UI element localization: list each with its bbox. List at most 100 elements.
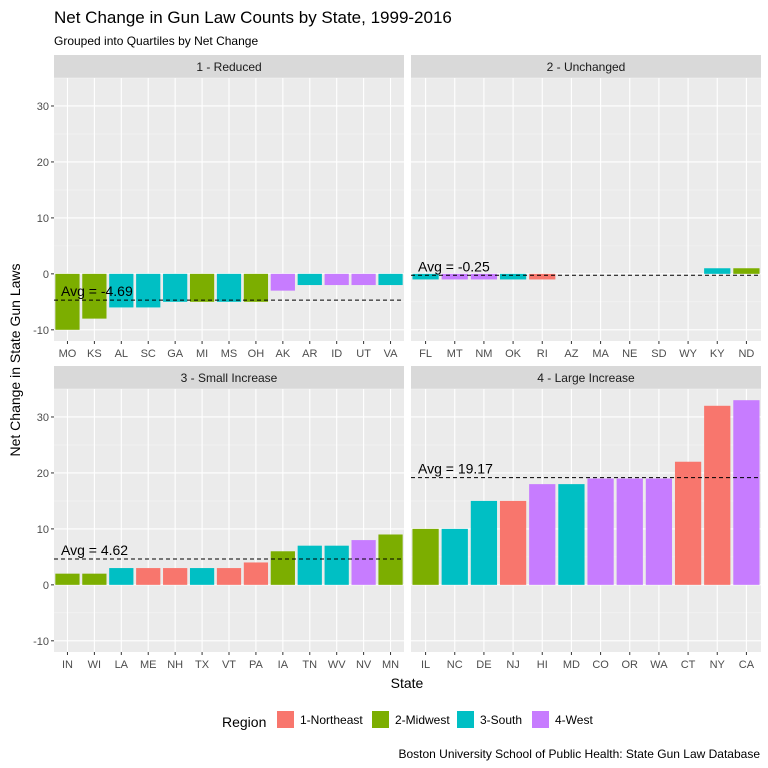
x-tick-label: MI — [196, 348, 208, 360]
x-tick-label: WA — [650, 659, 668, 671]
x-tick-label: TX — [195, 659, 210, 671]
facet-panel: 4 - Large Increase IL NC DE NJ HI MD CO OR WA CT NY… — [411, 366, 761, 671]
bar — [499, 273, 527, 280]
x-tick-label: ND — [738, 348, 754, 360]
facet-strip-label: 1 - Reduced — [196, 60, 261, 74]
x-tick-label: LA — [115, 659, 129, 671]
bar — [163, 568, 188, 585]
x-tick-label: GA — [167, 348, 184, 360]
facet-strip-label: 4 - Large Increase — [537, 371, 635, 385]
bar — [616, 478, 643, 585]
facet-panel: 3 - Small Increase -10 0 10 20 30 IN WI LA ME NH TX… — [33, 366, 404, 671]
bar — [529, 273, 556, 280]
y-tick-label: 10 — [37, 524, 49, 536]
bar — [704, 405, 731, 585]
x-tick-label: MN — [382, 659, 399, 671]
avg-label: Avg = 4.62 — [61, 542, 128, 558]
bar — [109, 273, 134, 308]
legend-entry-label: 4-West — [555, 713, 593, 727]
panel-background — [411, 78, 761, 341]
x-tick-label: SD — [651, 348, 666, 360]
facet-panel: 2 - Unchanged FL MT NM OK RI AZ MA NE SD WY KY ND Avg… — [411, 55, 761, 360]
bar — [441, 273, 468, 280]
x-tick-label: NC — [447, 659, 463, 671]
avg-label: Avg = -0.25 — [418, 258, 490, 274]
bar — [733, 400, 760, 585]
x-tick-label: SC — [141, 348, 156, 360]
facet-panel: 1 - Reduced -10 0 10 20 30 MO KS AL SC GA MI MS OH AK A… — [33, 55, 404, 360]
bar — [82, 573, 107, 585]
facets-layer: 1 - Reduced -10 0 10 20 30 MO KS AL SC GA MI MS OH AK A… — [33, 55, 761, 671]
x-tick-label: MA — [592, 348, 609, 360]
facet-strip — [411, 55, 761, 78]
bar — [270, 273, 295, 291]
x-tick-label: VA — [384, 348, 399, 360]
y-axis-title: Net Change in State Gun Laws — [7, 263, 23, 456]
y-tick-label: -10 — [33, 636, 49, 648]
x-tick-label: NV — [356, 659, 372, 671]
x-tick-label: OK — [505, 348, 522, 360]
bar — [189, 273, 215, 302]
bar — [136, 273, 161, 308]
x-tick-label: MD — [563, 659, 580, 671]
x-tick-label: IA — [278, 659, 289, 671]
legend: Region 1-Northeast 2-Midwest 3-South 4-West — [222, 711, 593, 730]
x-tick-label: AK — [276, 348, 291, 360]
avg-label: Avg = -4.69 — [61, 283, 133, 299]
x-tick-label: ME — [140, 659, 157, 671]
bar — [216, 273, 242, 302]
bar — [645, 478, 673, 585]
facet-strip-label: 3 - Small Increase — [181, 371, 278, 385]
bar — [412, 273, 439, 280]
y-tick-label: 30 — [37, 412, 49, 424]
bar — [351, 540, 376, 585]
bar — [499, 500, 527, 585]
bar — [243, 562, 269, 585]
x-tick-label: AR — [302, 348, 317, 360]
y-tick-label: 0 — [43, 269, 49, 281]
legend-entry-label: 1-Northeast — [300, 713, 363, 727]
bar — [136, 568, 161, 585]
bar — [378, 534, 403, 585]
bar — [378, 273, 403, 286]
avg-label: Avg = 19.17 — [418, 461, 493, 477]
y-tick-label: 20 — [37, 157, 49, 169]
legend-swatch — [457, 711, 474, 728]
x-tick-label: OH — [248, 348, 265, 360]
chart-title: Net Change in Gun Law Counts by State, 1… — [54, 8, 452, 27]
bar — [109, 568, 134, 585]
x-tick-label: RI — [537, 348, 548, 360]
x-tick-label: IL — [421, 659, 430, 671]
x-tick-label: CT — [681, 659, 696, 671]
bar — [297, 545, 322, 585]
bar — [470, 273, 498, 280]
bar — [189, 568, 215, 585]
x-tick-label: AZ — [564, 348, 578, 360]
x-tick-label: NE — [622, 348, 637, 360]
x-tick-label: FL — [419, 348, 432, 360]
x-tick-label: NJ — [506, 659, 519, 671]
legend-swatch — [372, 711, 389, 728]
bar — [324, 545, 349, 585]
x-tick-label: MT — [447, 348, 463, 360]
x-tick-label: VT — [222, 659, 236, 671]
y-tick-label: 20 — [37, 468, 49, 480]
x-tick-label: TN — [302, 659, 317, 671]
x-tick-label: WV — [328, 659, 346, 671]
x-tick-label: CO — [592, 659, 609, 671]
legend-entry-label: 2-Midwest — [395, 713, 450, 727]
bar — [297, 273, 322, 286]
bar — [558, 484, 585, 585]
x-tick-label: KS — [87, 348, 102, 360]
chart-subtitle: Grouped into Quartiles by Net Change — [54, 34, 258, 48]
facet-strip — [54, 366, 404, 389]
x-tick-label: DE — [476, 659, 491, 671]
bar — [529, 484, 556, 585]
bar — [704, 268, 731, 274]
bar — [82, 273, 107, 319]
bar — [733, 268, 760, 274]
legend-swatch — [277, 711, 294, 728]
x-axis-title: State — [391, 675, 424, 691]
